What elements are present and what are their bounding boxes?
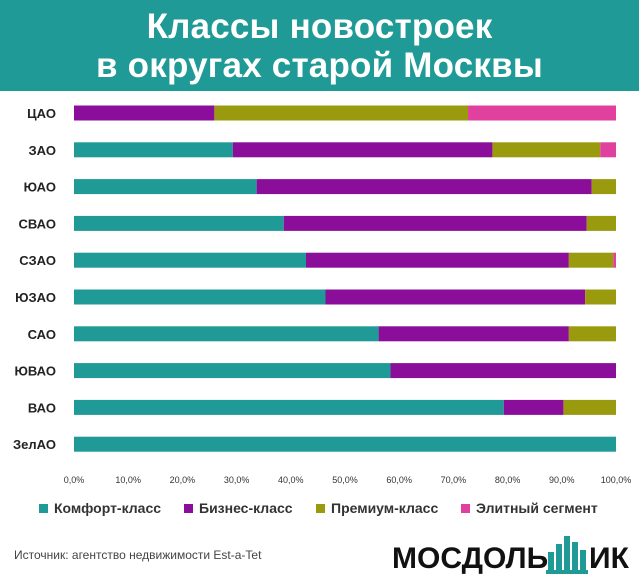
bar-segment (600, 142, 616, 158)
category-label: ЮВАО (15, 364, 56, 379)
category-label: СВАО (19, 216, 56, 231)
bar-segment (74, 436, 616, 452)
title-band: Классы новостроек в округах старой Москв… (0, 0, 639, 91)
logo-text-left: МОСДОЛЬ (392, 542, 548, 575)
x-tick-label: 40,0% (278, 475, 304, 485)
bar-segment (74, 215, 284, 231)
mosdolshik-logo: МОСДОЛЬ ИК (392, 536, 630, 575)
bar-segment (214, 105, 469, 121)
category-label: САО (28, 327, 56, 342)
x-tick-label: 30,0% (224, 475, 250, 485)
bar-segment (74, 142, 233, 158)
bar-segment (74, 399, 504, 415)
bar-segment (586, 215, 616, 231)
x-tick-label: 90,0% (549, 475, 575, 485)
category-label: ЮАО (24, 180, 56, 195)
bar-segment (256, 179, 592, 195)
legend-label: Элитный сегмент (476, 500, 598, 516)
x-tick-label: 80,0% (495, 475, 521, 485)
category-labels: ЦАО ЗАО ЮАО СВАО СЗАО ЮЗАО САО ЮВАО ВАО ЗелАО (13, 106, 56, 452)
category-label: СЗАО (19, 253, 56, 268)
legend-label: Бизнес-класс (199, 500, 293, 516)
x-tick-label: 0,0% (64, 475, 85, 485)
bars-layer (74, 105, 616, 452)
category-label: ВАО (28, 400, 56, 415)
bar-segment (591, 179, 616, 195)
bar-segment (74, 179, 257, 195)
legend-item: Комфорт-класс (39, 500, 161, 516)
bar-segment (390, 363, 616, 379)
x-tick-label: 50,0% (332, 475, 358, 485)
x-tick-labels: 0,0% 10,0% 20,0% 30,0% 40,0% 50,0% 60,0% 70,0% 8… (64, 475, 632, 485)
chart-title-line-1: Классы новостроек (146, 7, 493, 46)
x-tick-label: 60,0% (386, 475, 412, 485)
legend-swatch (316, 504, 325, 513)
legend-label: Премиум-класс (331, 500, 438, 516)
bar-segment (585, 289, 616, 305)
bar-segment (74, 326, 379, 342)
bar-segment (74, 252, 306, 268)
bar-segment (378, 326, 569, 342)
stacked-bar-chart: ЦАО ЗАО ЮАО СВАО СЗАО ЮЗАО САО ЮВАО ВАО ЗелАО 0,0… (13, 105, 632, 516)
bar-segment (492, 142, 601, 158)
bar-segment (74, 105, 215, 121)
legend-label: Комфорт-класс (54, 500, 161, 516)
legend-swatch (184, 504, 193, 513)
x-tick-label: 70,0% (441, 475, 467, 485)
x-tick-label: 20,0% (170, 475, 196, 485)
legend-item: Премиум-класс (316, 500, 438, 516)
logo-tower-icon (546, 536, 588, 574)
logo-text-right: ИК (589, 542, 630, 575)
bar-segment (283, 215, 587, 231)
category-label: ЮЗАО (15, 290, 56, 305)
bar-segment (613, 252, 616, 268)
x-tick-label: 10,0% (115, 475, 141, 485)
category-label: ЦАО (27, 106, 56, 121)
legend-swatch (461, 504, 470, 513)
category-label: ЗАО (29, 143, 56, 158)
legend-item: Бизнес-класс (184, 500, 293, 516)
bar-segment (305, 252, 569, 268)
x-tick-label: 100,0% (601, 475, 632, 485)
chart-title-line-2: в округах старой Москвы (96, 46, 543, 85)
bar-segment (568, 252, 614, 268)
legend-item: Элитный сегмент (461, 500, 598, 516)
category-label: ЗелАО (13, 437, 56, 452)
legend-swatch (39, 504, 48, 513)
bar-segment (325, 289, 586, 305)
bar-segment (563, 399, 616, 415)
bar-segment (468, 105, 616, 121)
bar-segment (503, 399, 564, 415)
bar-segment (568, 326, 616, 342)
bar-segment (232, 142, 493, 158)
legend: Комфорт-класс Бизнес-класс Премиум-класс Эл… (39, 500, 598, 516)
bar-segment (74, 289, 326, 305)
source-note: Источник: агентство недвижимости Est-a-T… (14, 548, 262, 562)
bar-segment (74, 363, 391, 379)
